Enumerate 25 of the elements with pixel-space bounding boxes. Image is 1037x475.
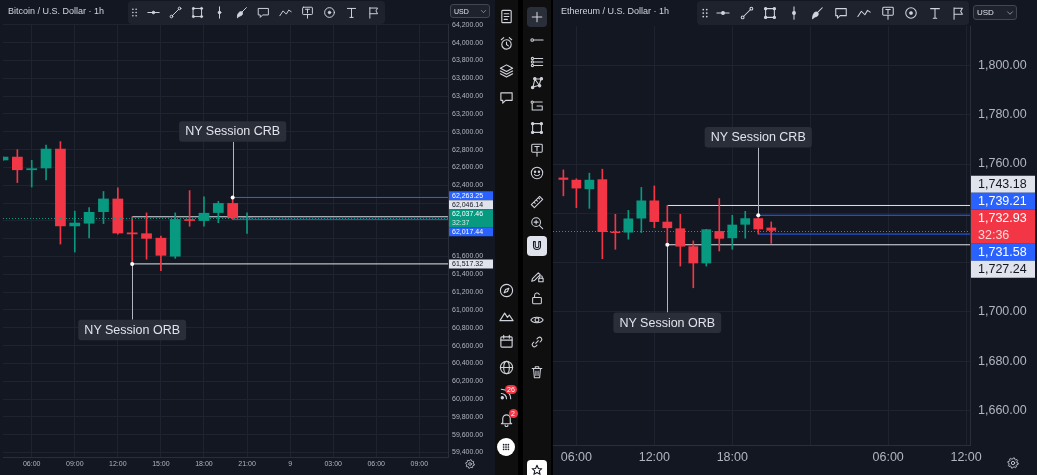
text: 32:36 <box>978 228 1010 243</box>
x-tick-label: 06:00 <box>560 449 593 464</box>
y-tick-label: 1,700.00 <box>978 304 1027 319</box>
data-label: 1,743.18 <box>978 177 1027 192</box>
chart-title: Bitcoin / U.S. Dollar · 1h <box>8 6 105 17</box>
annotation: NY Session ORB <box>619 315 716 330</box>
y-tick-label: 1,800.00 <box>978 57 1027 72</box>
ref-line-label: 1,732.93 <box>978 211 1027 226</box>
data-label: 1,731.58 <box>978 245 1027 260</box>
data-label: 1,727.24 <box>978 262 1027 277</box>
annotation: NY Session CRB <box>710 130 806 145</box>
annotation: NY Session CRB <box>185 124 281 139</box>
y-tick-label: 1,680.00 <box>978 353 1027 368</box>
data-label: 1,739.21 <box>978 194 1027 209</box>
chart-title: Ethereum / U.S. Dollar · 1h <box>561 6 670 17</box>
dropdown: USD <box>973 5 1017 20</box>
x-tick-label: 12:00 <box>950 449 982 464</box>
annotation: NY Session ORB <box>84 322 181 337</box>
x-tick-label: 18:00 <box>716 449 748 464</box>
y-tick-label: 1,780.00 <box>978 107 1027 122</box>
x-tick-label: 06:00 <box>872 449 904 464</box>
candlestick <box>26 159 38 188</box>
y-tick-label: 1,760.00 <box>978 156 1027 171</box>
x-tick-label: 12:00 <box>638 449 671 464</box>
y-tick-label: 1,660.00 <box>978 402 1027 417</box>
